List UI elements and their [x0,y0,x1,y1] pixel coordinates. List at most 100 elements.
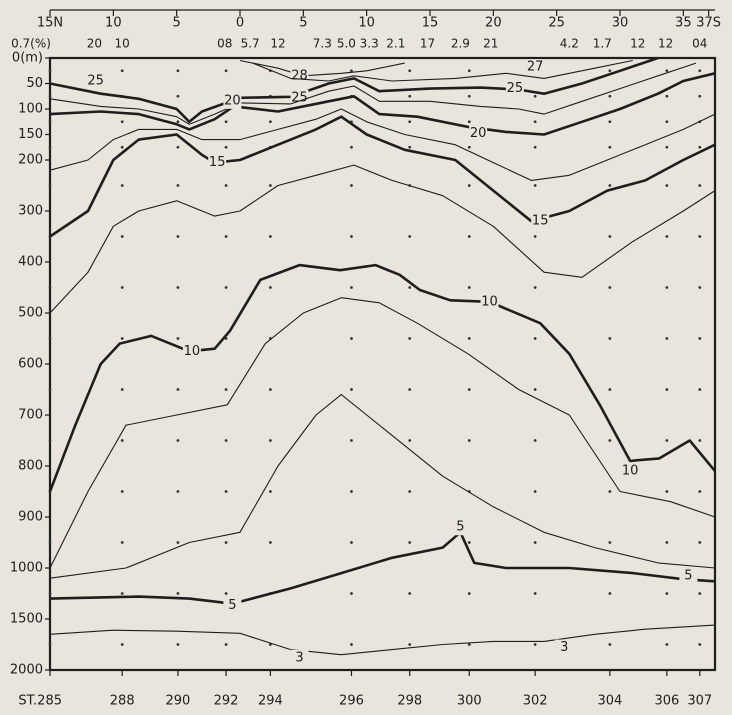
isotherm-label: 5 [684,569,692,584]
observation-dot [176,94,180,98]
observation-dot [665,94,669,98]
observation-dot [48,388,52,391]
observation-dot [120,145,124,149]
observation-dot [350,439,353,442]
isotherm-label: 15 [209,155,226,170]
observation-dot [467,145,471,149]
observation-dot [176,184,180,187]
y-tick-label: 1000 [10,561,43,576]
observation-dot [176,490,180,493]
isotherm-label-bg [621,463,640,480]
observation-dot [665,337,669,340]
observation-dot [467,643,471,646]
observation-dot [533,490,537,493]
observation-dot [608,643,612,646]
observation-dot [269,541,272,544]
isotherm [49,394,716,579]
observation-dot [698,643,702,646]
observation-dot [176,120,180,124]
observation-dot [350,69,353,73]
observation-dot [698,235,702,238]
y-tick-label: 0(m) [12,51,43,66]
observation-dot [698,439,702,442]
observation-dot [698,541,702,544]
observation-dot [608,490,612,493]
observation-dot [408,94,412,98]
isotherm-label-bg [208,154,227,171]
observation-dot [467,439,471,442]
isotherm [49,115,716,238]
observation-dot [608,235,612,238]
isotherm [49,108,716,181]
observation-dot [467,120,471,124]
top-value-label: 04 [692,37,707,51]
station-label: 294 [258,694,283,709]
observation-dot [698,145,702,149]
observation-dot [350,490,353,493]
observation-dot [665,541,669,544]
observation-dot [224,592,228,595]
observation-dot [120,490,124,493]
isotherm-label-bg [290,89,309,106]
isotherm [252,59,633,82]
observation-dot [467,592,471,595]
top-value-label: 3.3 [360,37,379,51]
observation-dot [408,388,412,391]
top-value-label: 17 [420,37,435,51]
observation-dot [269,388,272,391]
isotherm-label-bg [451,519,470,536]
top-value-label: 5.0 [337,37,356,51]
top-value-label: 2.1 [386,37,405,51]
station-label: 298 [397,694,422,709]
observation-dot [48,643,52,646]
x-tick-label: 5 [299,16,307,31]
x-tick-label: 25 [548,16,565,31]
observation-dot [48,145,52,149]
observation-dot [350,592,353,595]
observation-dot [408,592,412,595]
observation-dot [120,69,124,73]
observation-dot [120,592,124,595]
observation-dot [48,94,52,98]
observation-dot [176,388,180,391]
isotherm-label: 25 [507,81,524,96]
isotherm-label: 25 [291,90,308,105]
observation-dot [176,643,180,646]
observation-dot [350,388,353,391]
observation-dot [467,69,471,73]
observation-dot [120,643,124,646]
station-label: 288 [110,694,135,709]
x-tick-label: 20 [485,16,502,31]
observation-dot [224,69,228,73]
top-value-label: 08 [217,37,232,51]
observation-dot [698,388,702,391]
observation-dot [408,120,412,124]
observation-dot [608,388,612,391]
y-tick-label: 150 [18,127,43,142]
observation-dot [467,94,471,98]
observation-dot [467,184,471,187]
observation-dot [608,592,612,595]
observation-dot [665,592,669,595]
y-tick-label: 2000 [10,663,43,678]
isotherm [239,59,405,77]
x-tick-label: 10 [358,16,375,31]
observation-dot [665,439,669,442]
isotherm-label: 15 [532,214,549,229]
observation-dot [467,388,471,391]
observation-dot [269,235,272,238]
y-tick-label: 500 [18,306,43,321]
y-tick-label: 600 [18,357,43,372]
x-tick-label: 10 [105,16,122,31]
observation-dot [665,388,669,391]
top-value-label: 1.7 [593,37,612,51]
isotherm-label-bg [526,59,545,76]
observation-dot [350,337,353,340]
observation-dot [408,69,412,73]
isotherm-label: 3 [295,650,303,665]
station-label: 292 [214,694,239,709]
x-tick-label: 30 [612,16,629,31]
isotherm-label-bg [86,72,105,89]
isotherm-label-bg [505,80,524,97]
observation-dot [533,286,537,289]
